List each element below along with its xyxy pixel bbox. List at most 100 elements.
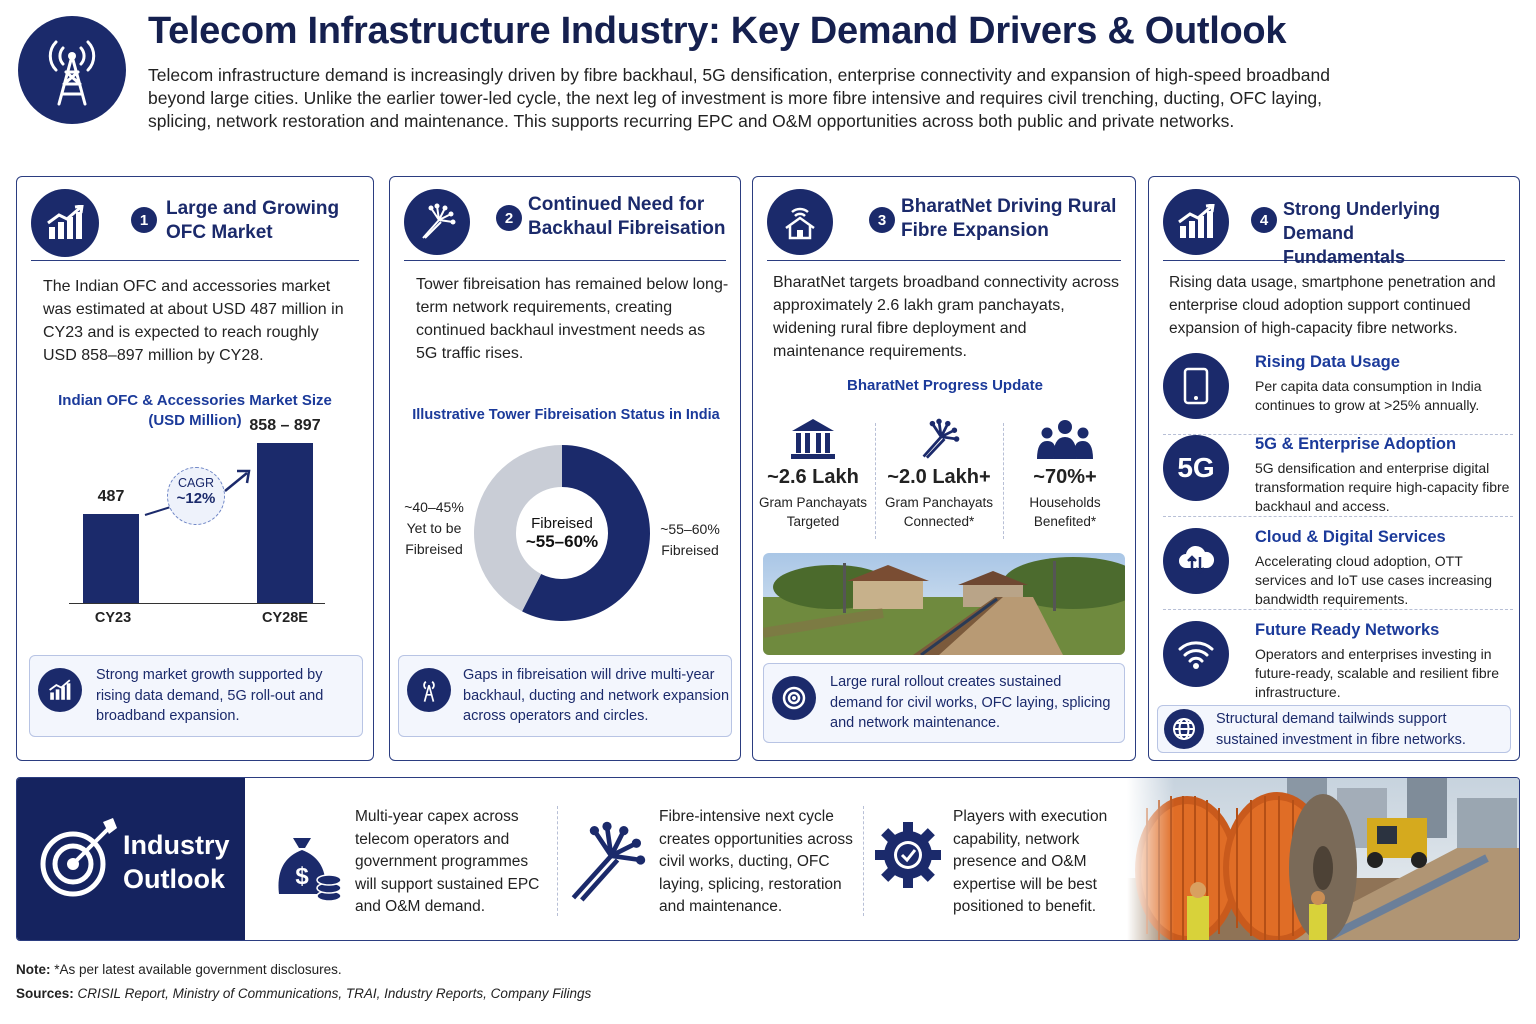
wifi-icon [1163, 621, 1229, 687]
cagr-badge: CAGR ~12% [167, 467, 225, 525]
card-number: 3 [869, 207, 895, 233]
smartphone-icon [1163, 353, 1229, 419]
tower-icon [407, 668, 451, 712]
stat-divider [875, 423, 876, 539]
government-building-icon [791, 419, 835, 459]
donut-left-label: ~40–45% Yet to be Fibreised [394, 497, 474, 560]
driver-title: Rising Data Usage [1255, 353, 1400, 371]
outlook-header-panel: Industry Outlook [17, 778, 245, 940]
stat-connected: ~2.0 Lakh+ Gram Panchayats Connected* [879, 417, 999, 531]
stat-divider [1003, 423, 1004, 539]
callout-box: Gaps in fibreisation will drive multi-ye… [398, 655, 732, 737]
card-title: Continued Need for Backhaul Fibreisation [528, 193, 725, 241]
stat-targeted: ~2.6 Lakh Gram Panchayats Targeted [753, 417, 873, 531]
globe-icon [1164, 709, 1204, 749]
industry-outlook-section: Industry Outlook $ Multi-year capex acro… [16, 777, 1520, 941]
donut-segment-fibreised [522, 445, 650, 621]
outlook-item: Multi-year capex across telecom operator… [355, 808, 540, 915]
callout-text: Large rural rollout creates sustained de… [830, 674, 1111, 731]
driver-desc: Accelerating cloud adoption, OTT service… [1255, 553, 1493, 607]
outlook-title: Industry Outlook [123, 828, 230, 896]
driver-cloud-digital: Cloud & Digital Services Accelerating cl… [1163, 522, 1513, 610]
driver-5g-enterprise: 5G 5G & Enterprise Adoption 5G densifica… [1163, 429, 1513, 517]
rural-trench-photo [763, 553, 1125, 655]
card-title-line-2: Fundamentals [1283, 247, 1406, 267]
callout-box: Strong market growth supported by rising… [29, 655, 363, 737]
outlook-divider [557, 806, 558, 916]
stat-desc-line-2: Connected* [903, 514, 975, 529]
card-number: 1 [131, 207, 157, 233]
callout-text: Strong market growth supported by rising… [96, 667, 324, 724]
driver-future-ready: Future Ready Networks Operators and ente… [1163, 615, 1513, 703]
donut-left-line-3: Fibreised [405, 541, 463, 557]
sources-text: CRISIL Report, Ministry of Communication… [77, 986, 592, 1001]
driver-title: 5G & Enterprise Adoption [1255, 435, 1457, 453]
chart-title: Indian OFC & Accessories Market Size (US… [37, 391, 353, 431]
card-number: 2 [496, 205, 522, 231]
5g-icon: 5G [1163, 435, 1229, 501]
growth-chart-icon [1163, 189, 1229, 255]
card-body: Tower fibreisation has remained below lo… [416, 276, 729, 362]
card-title: Large and Growing OFC Market [166, 197, 339, 245]
callout-box: Structural demand tailwinds support sust… [1157, 705, 1511, 753]
sources-label: Sources: [16, 986, 74, 1001]
target-icon [772, 676, 816, 720]
svg-text:$: $ [295, 863, 309, 890]
stat-desc: Gram Panchayats Connected* [879, 493, 999, 531]
donut-right-label: ~55–60% Fibreised [650, 519, 730, 561]
card-number: 4 [1251, 207, 1277, 233]
stat-desc-line-1: Gram Panchayats [884, 495, 994, 510]
note-text: *As per latest available government disc… [54, 962, 342, 977]
target-arrow-icon [40, 818, 117, 897]
driver-desc: Per capita data consumption in India con… [1255, 378, 1482, 413]
callout-text: Gaps in fibreisation will drive multi-ye… [463, 667, 730, 724]
gear-check-icon [875, 822, 941, 888]
outlook-title-line-2: Outlook [123, 864, 225, 894]
footnote: Note: *As per latest available governmen… [16, 962, 342, 977]
bar-chart: 487 858 – 897 CY23 CY28E CAGR ~12% [17, 177, 375, 762]
growth-chart-icon [38, 668, 82, 712]
rural-home-wifi-icon [767, 189, 833, 255]
card-title-line-1: Strong Underlying Demand [1283, 199, 1440, 243]
cloud-icon [1163, 528, 1229, 594]
stat-desc: Gram Panchayats Targeted [753, 493, 873, 531]
callout-box: Large rural rollout creates sustained de… [763, 663, 1125, 743]
card-title: BharatNet Driving Rural Fibre Expansion [901, 195, 1116, 243]
card-title-line-1: BharatNet Driving Rural [901, 196, 1117, 217]
progress-title: BharatNet Progress Update [847, 377, 1043, 394]
intro-text: Telecom infrastructure demand is increas… [148, 65, 1330, 131]
card-title-line-2: Backhaul Fibreisation [528, 218, 726, 239]
donut-left-line-1: ~40–45% [404, 499, 464, 515]
card-body: The Indian OFC and accessories market wa… [43, 278, 344, 364]
cagr-label: CAGR [177, 476, 215, 490]
driver-desc: Operators and enterprises investing in f… [1255, 646, 1500, 700]
outlook-divider [863, 806, 864, 916]
x-label-cy28e: CY28E [262, 610, 308, 626]
donut-center-line-1: Fibreised [531, 515, 593, 532]
stat-desc-line-1: Gram Panchayats [758, 495, 868, 510]
bar-value-label-cy28e: 858 – 897 [249, 417, 321, 434]
donut-segment-yet-to-be-fibreised [473, 445, 562, 612]
callout-text: Structural demand tailwinds support sust… [1216, 711, 1466, 748]
card-body: BharatNet targets broadband connectivity… [773, 274, 1119, 360]
card-title-line-2: OFC Market [166, 222, 273, 243]
card-backhaul-fibreisation: 2 Continued Need for Backhaul Fibreisati… [389, 176, 741, 761]
money-bag-icon: $ [278, 838, 342, 902]
stat-value: ~2.0 Lakh+ [887, 466, 991, 488]
card-body: Rising data usage, smartphone penetratio… [1169, 274, 1496, 337]
5g-icon-text: 5G [1177, 452, 1215, 483]
fibre-cable-icon [571, 821, 646, 902]
card-header: 4 Strong Underlying Demand Fundamentals [1163, 189, 1505, 267]
fibre-cable-icon [922, 418, 960, 459]
note-label: Note: [16, 962, 51, 977]
driver-rising-data-usage: Rising Data Usage Per capita data consum… [1163, 347, 1513, 435]
donut-right-line-1: ~55–60% [660, 521, 720, 537]
outlook-title-line-1: Industry [123, 830, 230, 860]
cagr-value: ~12% [176, 490, 216, 507]
donut-center-line-2: ~55–60% [525, 532, 599, 551]
stat-desc: Households Benefited* [1005, 493, 1125, 531]
card-bharatnet: 3 BharatNet Driving Rural Fibre Expansio… [752, 176, 1136, 761]
card-header: 2 Continued Need for Backhaul Fibreisati… [404, 189, 726, 261]
stat-desc-line-2: Targeted [786, 514, 840, 529]
chart-baseline [69, 603, 325, 604]
